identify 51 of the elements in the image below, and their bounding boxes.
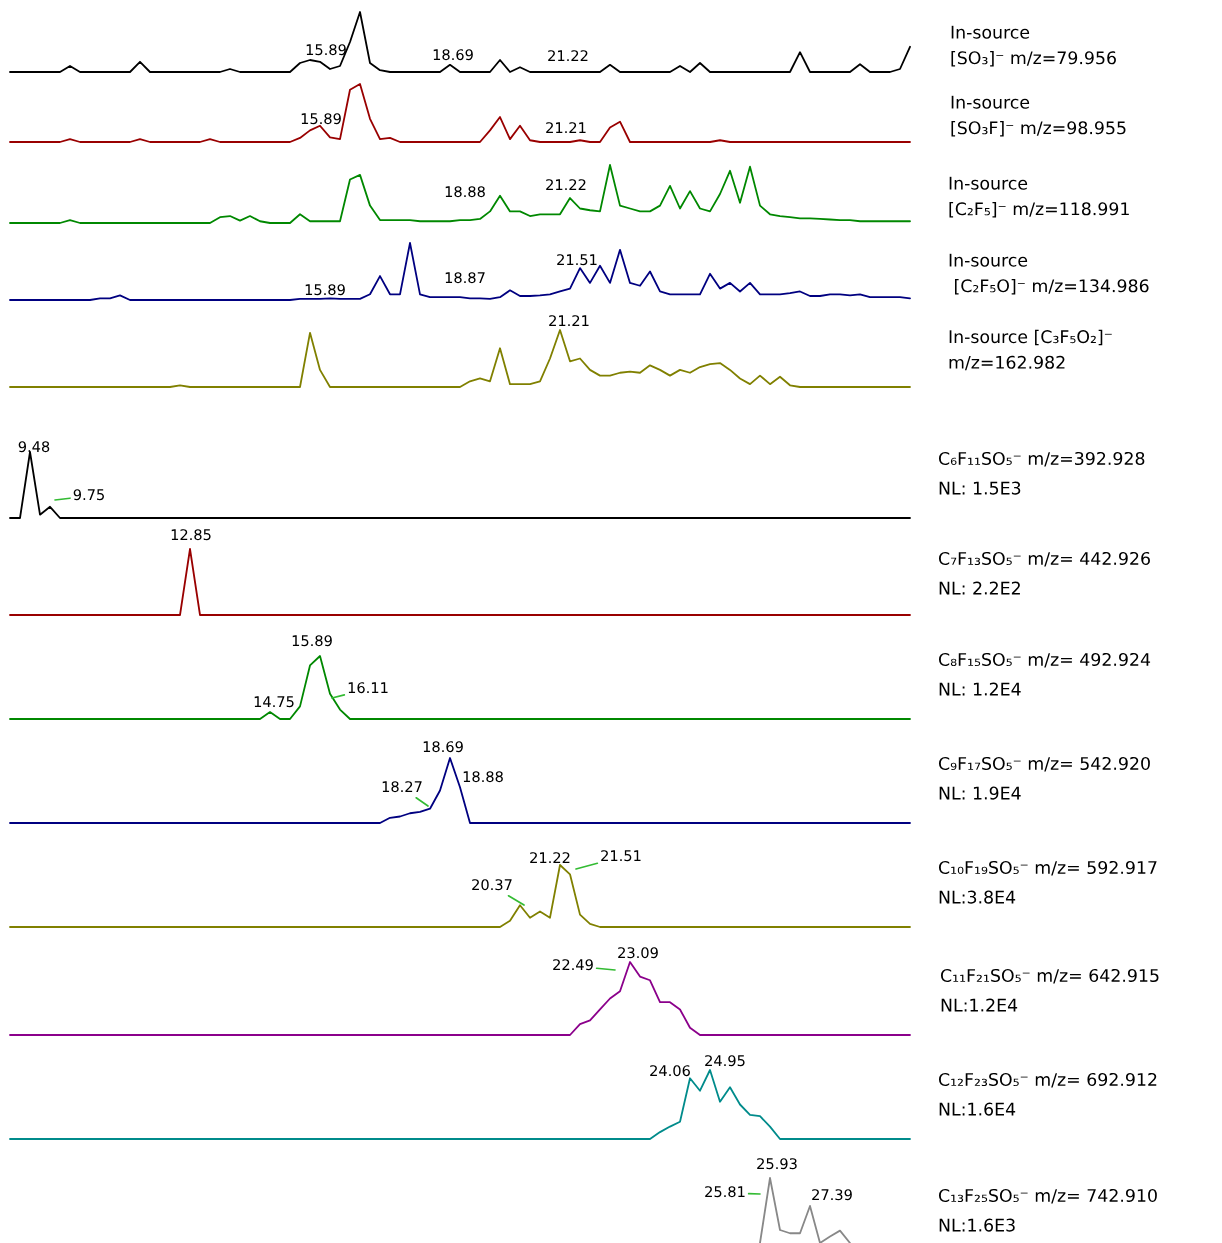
text: NL:1.6E3 [939, 1218, 1015, 1232]
text: NL:1.2E4 [941, 998, 1018, 1012]
annotation: 21.51 [557, 254, 597, 266]
annotation: 21.22 [546, 179, 586, 190]
text: 21.21 [549, 315, 589, 326]
text: C₁₂F₂₃SO₅⁻ m/z= 692.912 [938, 1072, 1157, 1088]
text: 24.95 [705, 1055, 745, 1067]
text: In-source [SO₃]⁻ m/z=79.956 [951, 25, 1116, 67]
text: C₁₃F₂₅SO₅⁻ m/z= 742.910 [938, 1188, 1157, 1204]
text: In-source [C₃F₅O₂]⁻ m/z=162.982 [949, 329, 1112, 371]
text: In-source [C₂F₅]⁻ m/z=118.991 [949, 176, 1129, 218]
text: C₁₁F₂₁SO₅⁻ m/z= 642.915 [940, 968, 1159, 984]
text: C₈F₁₅SO₅⁻ m/z= 492.924 [938, 652, 1151, 668]
annotation: 25.81 [705, 1186, 745, 1198]
text: NL:3.8E4 [939, 890, 1016, 904]
annotation: 22.49 [553, 959, 593, 971]
annotation: 18.69 [433, 49, 473, 61]
annotation: 27.39 [812, 1189, 852, 1201]
text: C₆F₁₁SO₅⁻ m/z=392.928 [938, 451, 1145, 467]
text: 18.69 [423, 741, 463, 753]
text: NL: 1.9E4 [939, 786, 1021, 800]
annotation: 15.89 [305, 284, 345, 296]
text: 12.85 [171, 529, 211, 541]
text: C₁₀F₁₉SO₅⁻ m/z= 592.917 [938, 860, 1157, 876]
text: 21.22 [530, 852, 570, 863]
annotation: 20.37 [472, 879, 512, 891]
annotation: 16.11 [348, 682, 388, 694]
annotation: 24.06 [650, 1065, 690, 1077]
annotation: 14.75 [254, 696, 294, 708]
annotation: 21.22 [548, 50, 588, 61]
text: In-source [C₂F₅O]⁻ m/z=134.986 [949, 253, 1149, 295]
text: NL: 2.2E2 [939, 581, 1020, 595]
text: NL:1.6E4 [939, 1102, 1016, 1116]
text: 15.89 [292, 635, 332, 647]
annotation: 9.75 [73, 489, 104, 501]
annotation: 15.89 [301, 113, 341, 125]
text: C₉F₁₇SO₅⁻ m/z= 542.920 [938, 756, 1150, 772]
annotation: 21.21 [546, 122, 586, 133]
text: 21.51 [601, 850, 641, 862]
annotation: 9.48 [18, 441, 50, 453]
annotation: 18.87 [445, 272, 485, 284]
text: NL: 1.2E4 [939, 682, 1021, 696]
annotation: 18.88 [463, 771, 503, 783]
text: NL: 1.5E3 [939, 481, 1021, 495]
text: C₇F₁₃SO₅⁻ m/z= 442.926 [938, 551, 1150, 567]
annotation: 15.89 [306, 44, 346, 56]
annotation: 18.27 [382, 781, 422, 793]
annotation: 18.88 [445, 186, 485, 198]
text: In-source [SO₃F]⁻ m/z=98.955 [951, 95, 1126, 137]
text: 25.93 [757, 1158, 797, 1170]
text: 23.09 [618, 947, 658, 959]
